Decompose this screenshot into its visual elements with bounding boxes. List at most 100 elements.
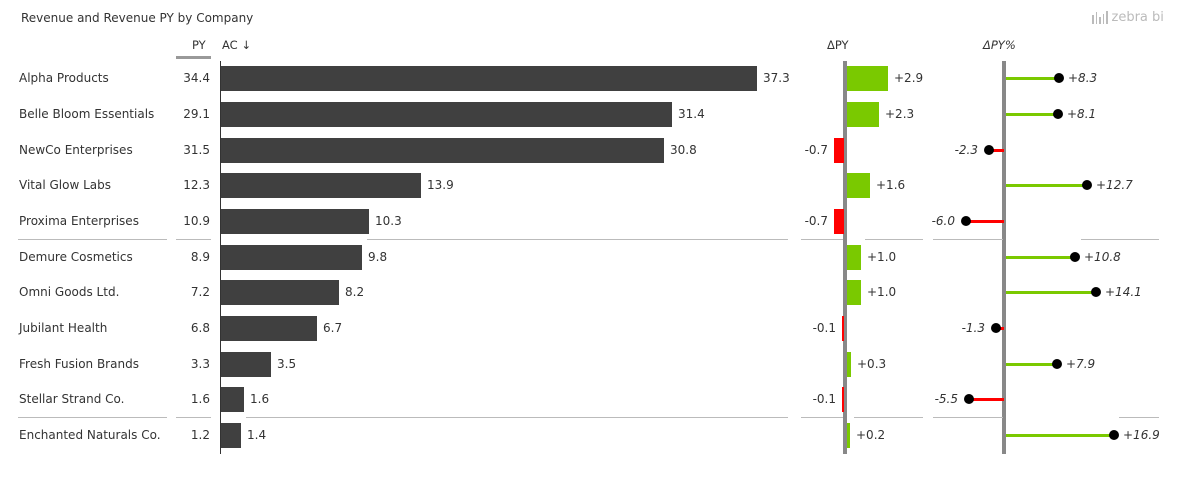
group-separator xyxy=(801,239,843,240)
delta-py-bar-negative[interactable] xyxy=(842,387,844,412)
table-row[interactable]: Proxima Enterprises 10.9 10.3 -0.7 -6.0 xyxy=(0,204,1201,240)
pin-head-dot xyxy=(1091,287,1101,297)
company-label[interactable]: Belle Bloom Essentials xyxy=(19,107,155,121)
ac-bar[interactable] xyxy=(221,280,339,305)
ac-axis xyxy=(220,61,221,454)
ac-bar[interactable] xyxy=(221,387,244,412)
delta-py-value: +2.3 xyxy=(885,107,915,121)
company-label[interactable]: Proxima Enterprises xyxy=(19,214,139,228)
pin-head-dot xyxy=(1109,430,1119,440)
company-label[interactable]: Stellar Strand Co. xyxy=(19,392,125,406)
pin-head-dot xyxy=(1052,359,1062,369)
pin-head-dot xyxy=(984,145,994,155)
py-value: 3.3 xyxy=(190,357,210,371)
delta-py-value: +0.3 xyxy=(857,357,887,371)
ac-value: 1.6 xyxy=(250,392,270,406)
delta-py-bar-negative[interactable] xyxy=(842,316,844,341)
delta-py-value: +1.0 xyxy=(867,285,897,299)
delta-py-value: +0.2 xyxy=(856,428,886,442)
column-header-delta-py-pct[interactable]: ΔPY% xyxy=(983,38,1016,52)
chart-title: Revenue and Revenue PY by Company xyxy=(21,11,254,25)
delta-py-bar-positive[interactable] xyxy=(847,280,861,305)
company-label[interactable]: Fresh Fusion Brands xyxy=(19,357,139,371)
delta-pct-pin-negative[interactable] xyxy=(989,149,1004,152)
group-separator xyxy=(1081,239,1159,240)
company-label[interactable]: Enchanted Naturals Co. xyxy=(19,428,161,442)
table-row[interactable]: NewCo Enterprises 31.5 30.8 -0.7 -2.3 xyxy=(0,133,1201,169)
ac-value: 37.3 xyxy=(763,71,790,85)
ac-value: 30.8 xyxy=(670,143,697,157)
py-value: 12.3 xyxy=(183,178,210,192)
ac-value: 10.3 xyxy=(375,214,402,228)
delta-pct-pin-negative[interactable] xyxy=(966,220,1004,223)
ac-bar[interactable] xyxy=(221,138,664,163)
delta-py-bar-negative[interactable] xyxy=(834,209,844,234)
group-separator xyxy=(854,417,923,418)
delta-py-bar-positive[interactable] xyxy=(847,352,851,377)
delta-py-value: -0.7 xyxy=(804,143,828,157)
column-header-ac[interactable]: AC ↓ xyxy=(222,38,251,52)
pin-head-dot xyxy=(1053,109,1063,119)
ac-value: 9.8 xyxy=(368,250,388,264)
py-value: 31.5 xyxy=(183,143,210,157)
ac-bar[interactable] xyxy=(221,245,362,270)
delta-py-value: +1.0 xyxy=(867,250,897,264)
delta-pct-value: +14.1 xyxy=(1105,285,1142,299)
delta-pct-pin-positive[interactable] xyxy=(1006,363,1057,366)
ac-bar[interactable] xyxy=(221,209,369,234)
company-label[interactable]: Vital Glow Labs xyxy=(19,178,111,192)
delta-pct-pin-positive[interactable] xyxy=(1006,184,1087,187)
ac-bar[interactable] xyxy=(221,316,317,341)
ac-bar[interactable] xyxy=(221,66,757,91)
pin-head-dot xyxy=(1070,252,1080,262)
company-label[interactable]: Demure Cosmetics xyxy=(19,250,133,264)
delta-pct-value: -1.3 xyxy=(961,321,985,335)
company-label[interactable]: Jubilant Health xyxy=(19,321,108,335)
table-row[interactable]: Belle Bloom Essentials 29.1 31.4 +2.3 +8.1 xyxy=(0,97,1201,133)
group-separator xyxy=(933,417,1003,418)
py-value: 1.6 xyxy=(190,392,210,406)
delta-pct-pin-positive[interactable] xyxy=(1006,256,1075,259)
pin-head-dot xyxy=(991,323,1001,333)
ac-bar[interactable] xyxy=(221,423,241,448)
company-label[interactable]: NewCo Enterprises xyxy=(19,143,133,157)
delta-pct-pin-positive[interactable] xyxy=(1006,291,1096,294)
delta-pct-value: +16.9 xyxy=(1123,428,1160,442)
py-value: 34.4 xyxy=(183,71,210,85)
delta-pct-pin-positive[interactable] xyxy=(1006,434,1114,437)
table-row[interactable]: Alpha Products 34.4 37.3 +2.9 +8.3 xyxy=(0,61,1201,97)
delta-py-bar-positive[interactable] xyxy=(847,66,888,91)
group-separator xyxy=(367,239,788,240)
ac-value: 3.5 xyxy=(277,357,297,371)
delta-pct-pin-positive[interactable] xyxy=(1006,113,1058,116)
delta-py-bar-positive[interactable] xyxy=(847,245,861,270)
delta-py-bar-negative[interactable] xyxy=(834,138,844,163)
table-row[interactable]: Jubilant Health 6.8 6.7 -0.1 -1.3 xyxy=(0,311,1201,347)
delta-py-pct-axis xyxy=(1002,61,1006,454)
group-separator xyxy=(18,417,167,418)
delta-py-bar-positive[interactable] xyxy=(847,102,879,127)
column-header-py[interactable]: PY xyxy=(192,38,206,52)
ac-bar[interactable] xyxy=(221,102,672,127)
delta-pct-pin-negative[interactable] xyxy=(969,398,1004,401)
delta-py-bar-positive[interactable] xyxy=(847,173,870,198)
table-row[interactable]: Demure Cosmetics 8.9 9.8 +1.0 +10.8 xyxy=(0,240,1201,276)
table-row[interactable]: Omni Goods Ltd. 7.2 8.2 +1.0 +14.1 xyxy=(0,275,1201,311)
ac-bar[interactable] xyxy=(221,173,421,198)
column-header-delta-py[interactable]: ΔPY xyxy=(827,38,849,52)
group-separator xyxy=(1119,417,1159,418)
table-row[interactable]: Enchanted Naturals Co. 1.2 1.4 +0.2 +16.9 xyxy=(0,418,1201,454)
logo-text: zebra bi xyxy=(1111,10,1164,25)
delta-py-bar-positive[interactable] xyxy=(847,423,850,448)
company-label[interactable]: Alpha Products xyxy=(19,71,109,85)
ac-value: 13.9 xyxy=(427,178,454,192)
delta-pct-value: +10.8 xyxy=(1084,250,1121,264)
zebra-bars-icon xyxy=(1092,11,1108,24)
delta-py-value: +2.9 xyxy=(894,71,924,85)
ac-bar[interactable] xyxy=(221,352,271,377)
table-row[interactable]: Stellar Strand Co. 1.6 1.6 -0.1 -5.5 xyxy=(0,382,1201,418)
company-label[interactable]: Omni Goods Ltd. xyxy=(19,285,120,299)
delta-pct-pin-positive[interactable] xyxy=(1006,77,1059,80)
table-row[interactable]: Vital Glow Labs 12.3 13.9 +1.6 +12.7 xyxy=(0,168,1201,204)
table-row[interactable]: Fresh Fusion Brands 3.3 3.5 +0.3 +7.9 xyxy=(0,347,1201,383)
